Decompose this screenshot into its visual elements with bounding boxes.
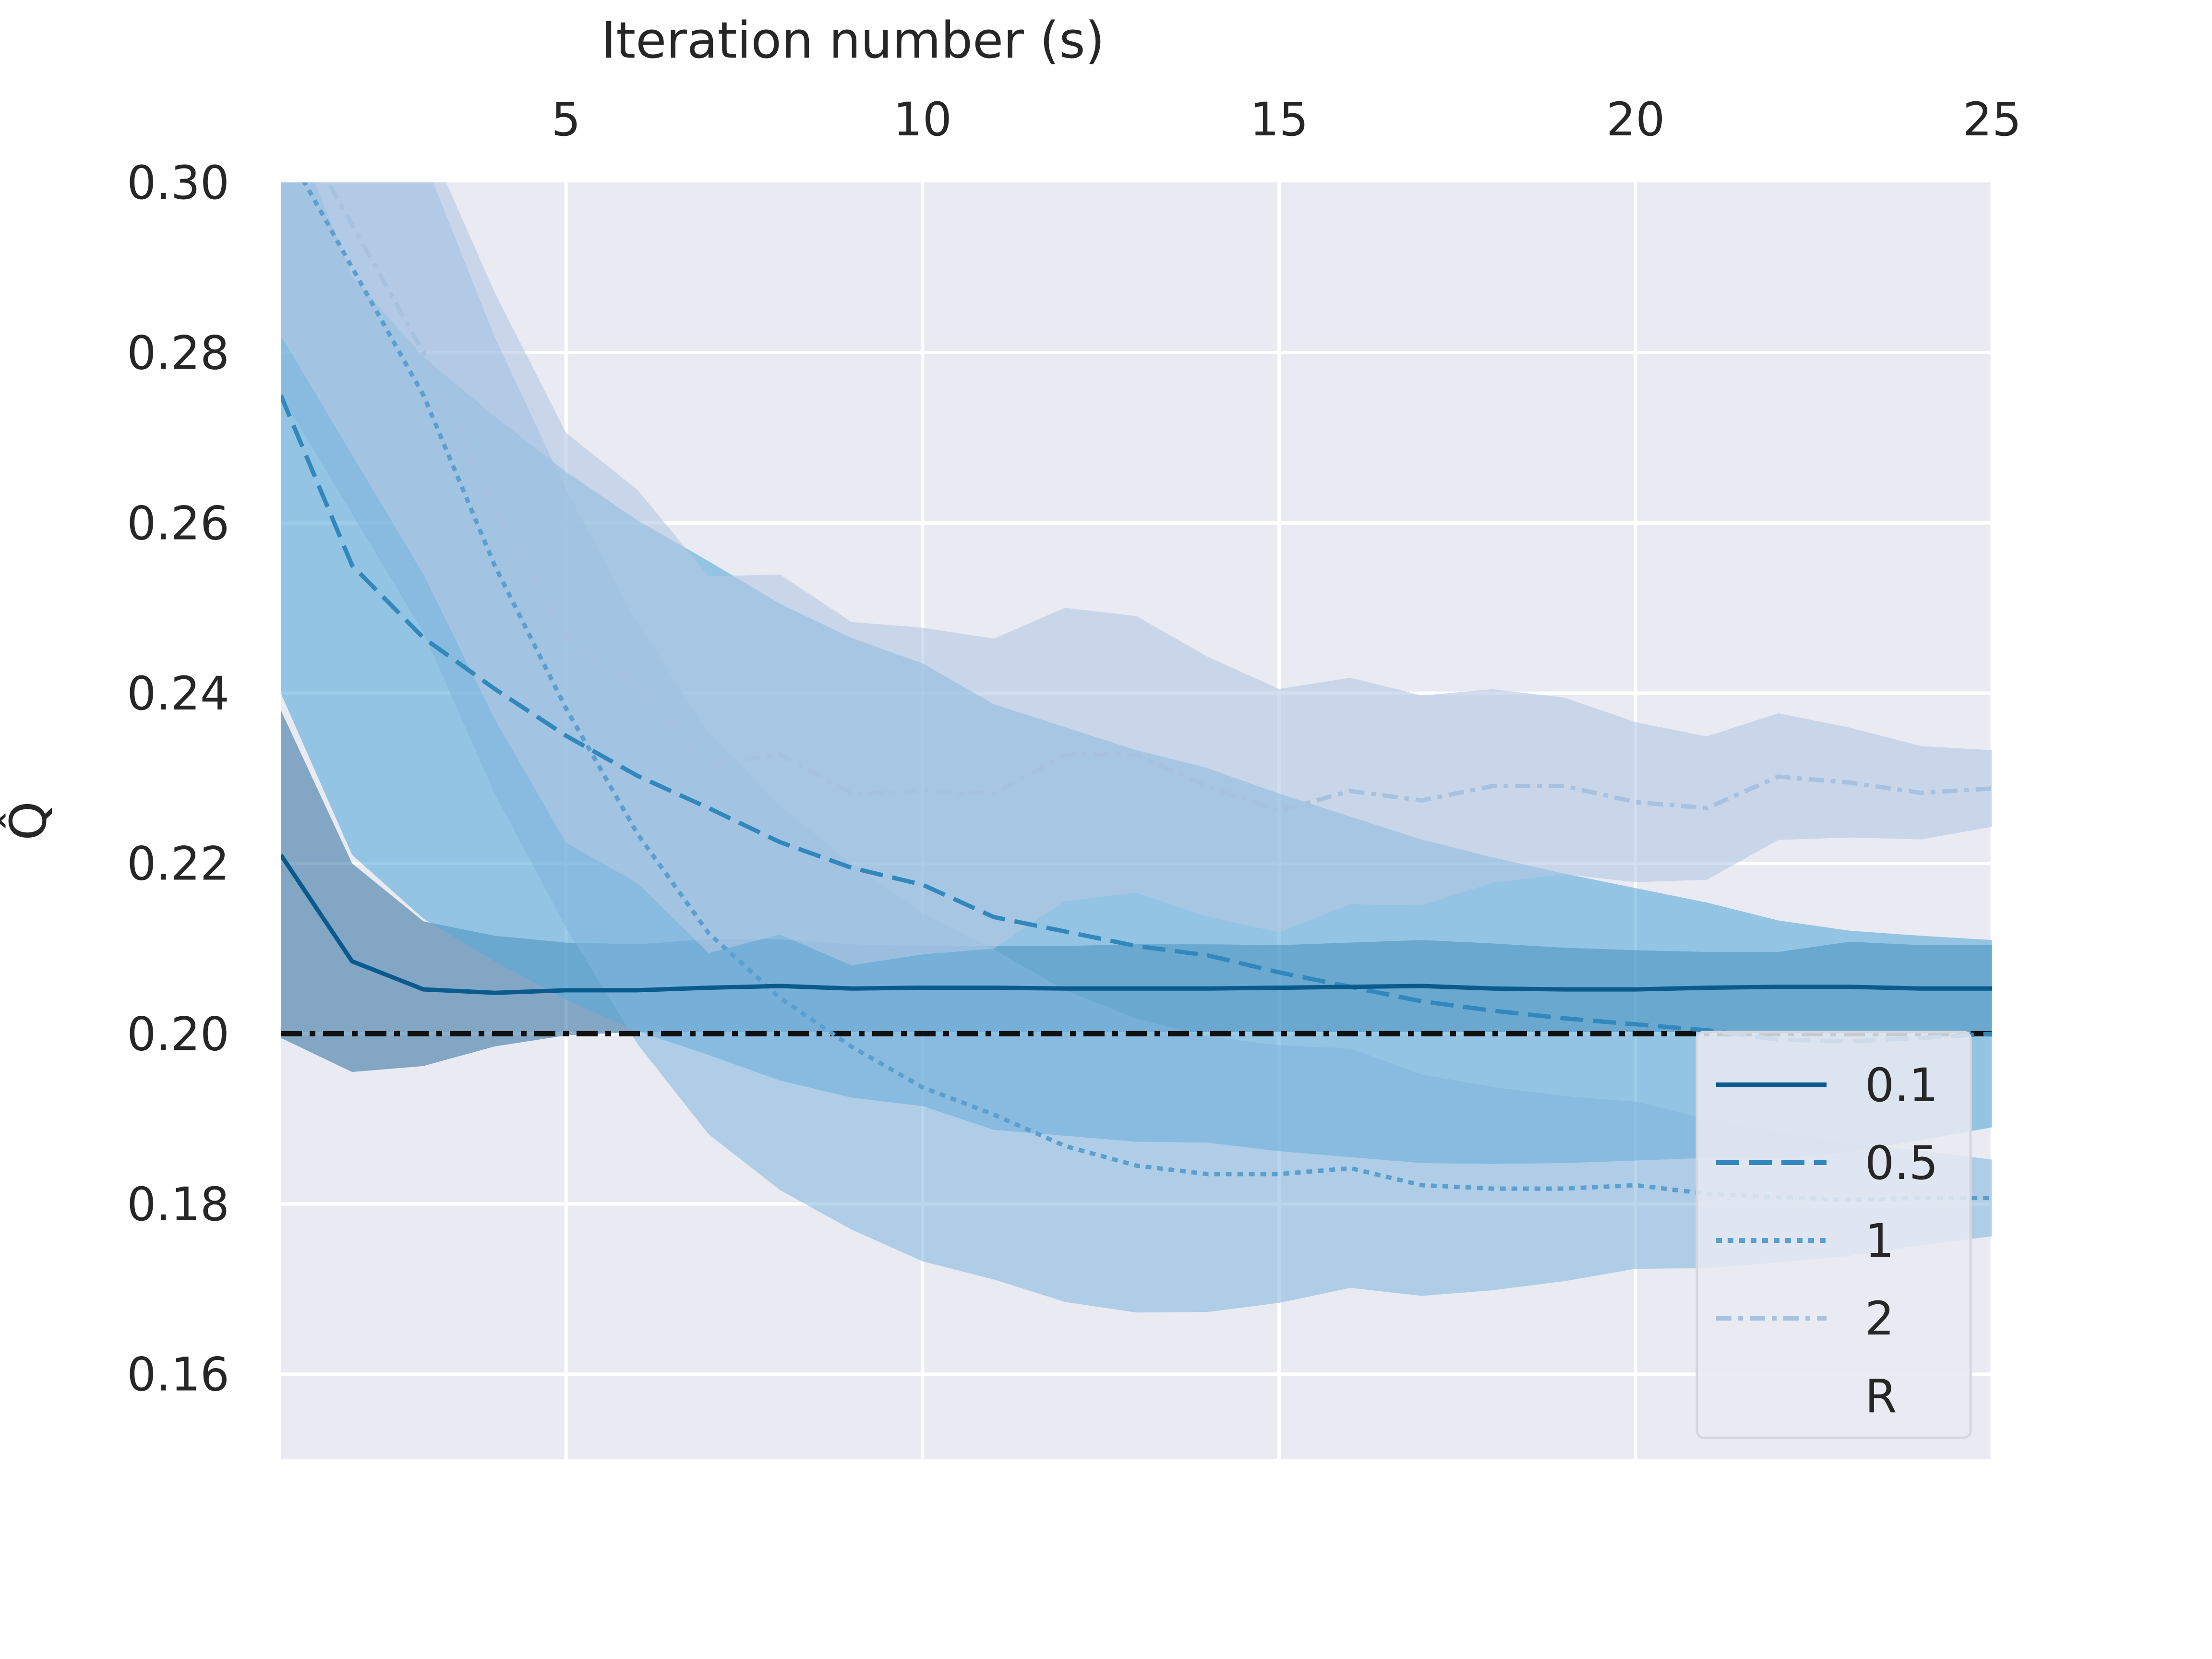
y-tick-label: 0.26: [127, 496, 229, 550]
tick-labels: 5 10 15 20 25 0.16 0.18 0.20 0.22 0.24 0.26 0.28 0.3…: [127, 93, 2021, 1402]
y-tick-label: 0.20: [127, 1007, 229, 1061]
legend-label-2: 2: [1865, 1292, 1894, 1346]
x-axis-label: Iteration number (s): [601, 11, 1105, 70]
series-line-0.5: [281, 394, 1992, 1044]
legend-label-0.5: 0.5: [1865, 1136, 1938, 1190]
band-1: [281, 182, 1992, 1313]
y-tick-label: 0.28: [127, 326, 229, 380]
legend: 0.1 0.5 1 2 R: [1695, 1031, 1972, 1439]
legend-label-0.1: 0.1: [1865, 1058, 1938, 1112]
legend-label-1: 1: [1865, 1214, 1894, 1268]
band-2: [281, 182, 1992, 965]
legend-box: [1695, 1031, 1972, 1439]
y-tick-label: 0.16: [127, 1348, 229, 1402]
confidence-bands: [281, 182, 1992, 1313]
x-tick-label: 25: [1963, 93, 2021, 146]
x-tick-label: 20: [1606, 93, 1665, 146]
y-tick-label: 0.24: [127, 667, 229, 721]
x-tick-label: 10: [893, 93, 952, 146]
x-tick-label: 5: [552, 93, 581, 146]
x-tick-label: 15: [1250, 93, 1309, 146]
y-tick-label: 0.30: [127, 156, 229, 210]
y-tick-label: 0.22: [127, 837, 229, 891]
series-line-0.1: [281, 854, 1992, 995]
series-line-2: [325, 182, 1992, 813]
legend-label-R: R: [1865, 1370, 1897, 1423]
y-axis-label: Q̂: [0, 801, 58, 841]
y-tick-label: 0.18: [127, 1178, 229, 1231]
